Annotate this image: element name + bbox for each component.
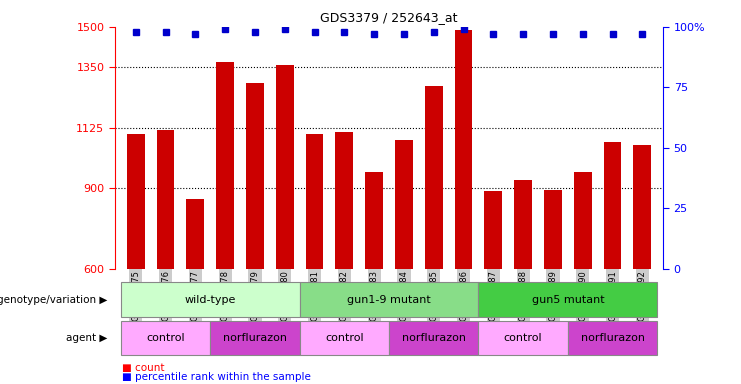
Bar bbox=[305, 134, 324, 269]
Bar bbox=[568, 321, 657, 355]
Bar bbox=[485, 191, 502, 269]
Text: control: control bbox=[504, 333, 542, 343]
Text: gun1-9 mutant: gun1-9 mutant bbox=[347, 295, 431, 305]
Bar bbox=[454, 30, 473, 269]
Bar bbox=[336, 132, 353, 269]
Bar bbox=[216, 62, 234, 269]
Text: control: control bbox=[325, 333, 364, 343]
Bar bbox=[156, 131, 174, 269]
Bar bbox=[544, 190, 562, 269]
Bar bbox=[299, 321, 389, 355]
Bar bbox=[127, 134, 144, 269]
Title: GDS3379 / 252643_at: GDS3379 / 252643_at bbox=[320, 11, 458, 24]
Bar bbox=[479, 321, 568, 355]
Bar bbox=[479, 282, 657, 317]
Bar bbox=[299, 282, 479, 317]
Text: wild-type: wild-type bbox=[185, 295, 236, 305]
Bar bbox=[574, 172, 591, 269]
Bar bbox=[276, 65, 293, 269]
Text: genotype/variation ▶: genotype/variation ▶ bbox=[0, 295, 107, 305]
Bar bbox=[187, 199, 205, 269]
Bar bbox=[604, 142, 622, 269]
Text: gun5 mutant: gun5 mutant bbox=[531, 295, 604, 305]
Text: norflurazon: norflurazon bbox=[580, 333, 645, 343]
Bar bbox=[121, 282, 299, 317]
Bar bbox=[121, 321, 210, 355]
Text: ■ count: ■ count bbox=[122, 363, 165, 373]
Text: agent ▶: agent ▶ bbox=[66, 333, 107, 343]
Bar bbox=[210, 321, 299, 355]
Bar bbox=[425, 86, 442, 269]
Text: control: control bbox=[146, 333, 185, 343]
Bar bbox=[365, 172, 383, 269]
Text: norflurazon: norflurazon bbox=[402, 333, 466, 343]
Bar bbox=[634, 145, 651, 269]
Text: norflurazon: norflurazon bbox=[223, 333, 287, 343]
Bar bbox=[514, 180, 532, 269]
Bar bbox=[395, 140, 413, 269]
Text: ■ percentile rank within the sample: ■ percentile rank within the sample bbox=[122, 372, 311, 382]
Bar bbox=[389, 321, 479, 355]
Bar bbox=[246, 83, 264, 269]
